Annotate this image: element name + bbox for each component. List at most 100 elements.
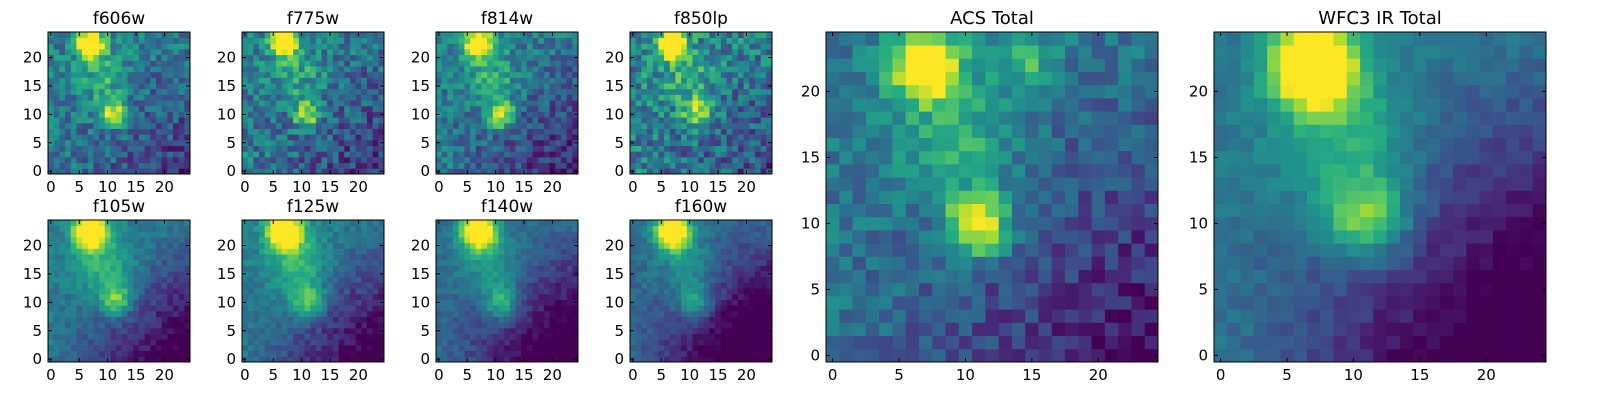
heatmap-cell [70,327,77,334]
heatmap-cell [441,100,448,107]
heatmap-cell [287,122,294,129]
heatmap-cell [526,316,533,323]
heatmap-cell [247,259,254,266]
heatmap-cell [498,66,505,73]
heatmap-cell [647,43,654,50]
heatmap-cell [93,271,100,278]
heatmap-cell [749,83,756,90]
heatmap-cell [127,231,134,238]
heatmap-cell [737,37,744,44]
heatmap-cell [104,288,111,295]
heatmap-cell [532,60,539,67]
heatmap-cell [184,66,191,73]
heatmap-cell [276,333,283,340]
heatmap-cell [65,117,72,124]
heatmap-cell [760,145,767,152]
heatmap-cell [487,293,494,300]
heatmap-cell [441,327,448,334]
heatmap-cell [138,77,145,84]
heatmap-cell [93,49,100,56]
heatmap-cell [276,282,283,289]
heatmap-cell [675,83,682,90]
heatmap-cell [372,111,379,118]
heatmap-cell [675,350,682,357]
heatmap-cell [253,237,260,244]
heatmap-cell [349,276,356,283]
heatmap-cell [264,305,271,312]
heatmap-cell [361,248,368,255]
heatmap-cell [743,350,750,357]
heatmap-cell [344,316,351,323]
heatmap-cell [70,259,77,266]
heatmap-cell [121,49,128,56]
heatmap-cell [549,100,556,107]
heatmap-cell [264,333,271,340]
heatmap-cell [532,43,539,50]
heatmap-cell [504,293,511,300]
heatmap-cell [82,77,89,84]
heatmap-cell [378,231,385,238]
heatmap-cell [709,66,716,73]
heatmap-cell [361,282,368,289]
heatmap-cell [104,327,111,334]
heatmap-cell [65,139,72,146]
heatmap-cell [298,162,305,169]
heatmap-cell [99,77,106,84]
heatmap-cell [652,350,659,357]
heatmap-cell [703,299,710,306]
heatmap-cell [53,71,60,78]
heatmap-cell [441,339,448,346]
heatmap-cell [361,94,368,101]
heatmap-cell [532,128,539,135]
heatmap-cell [247,248,254,255]
x-tick-label: 20 [737,178,756,196]
heatmap-cell [178,83,185,90]
heatmap-cell [635,134,642,141]
heatmap-cell [715,49,722,56]
heatmap-cell [366,293,374,300]
heatmap-cell [664,111,671,118]
heatmap-cell [344,310,351,317]
heatmap-cell [53,105,60,112]
heatmap-cell [178,305,185,312]
heatmap-cell [144,43,151,50]
heatmap-cell [664,339,671,346]
heatmap-cell [327,128,334,135]
heatmap-cell [766,49,773,56]
heatmap-cell [264,344,271,352]
y-tick-label: 10 [605,105,624,123]
heatmap-cell [253,350,260,357]
x-tick-label: 5 [268,366,278,384]
heatmap-cell [372,83,379,90]
heatmap-cell [121,271,128,278]
heatmap-cell [172,77,180,84]
heatmap-cell [259,310,266,317]
heatmap-cell [635,88,642,95]
heatmap-cell [247,276,254,283]
heatmap-cell [715,156,722,164]
heatmap-cell [766,43,773,50]
heatmap-cell [304,71,311,78]
heatmap-cell [726,54,733,61]
heatmap-cell [720,299,727,306]
heatmap-cell [127,254,134,261]
heatmap-cell [481,288,488,295]
heatmap-cell [361,83,368,90]
heatmap-cell [178,139,185,146]
heatmap-cell [749,139,756,146]
heatmap-cell [59,322,66,329]
heatmap-cell [338,168,345,175]
heatmap-cell [675,310,682,317]
heatmap-cell [304,156,311,164]
heatmap-cell [144,111,151,118]
heatmap-cell [332,248,339,255]
heatmap-cell [304,128,311,135]
heatmap-cell [664,139,671,146]
heatmap-cell [630,282,637,289]
heatmap-cell [366,356,374,363]
heatmap-cell [470,310,477,317]
heatmap-cell [116,156,123,164]
heatmap-cell [698,105,705,112]
heatmap-cell [242,37,249,44]
heatmap-cell [138,60,145,67]
